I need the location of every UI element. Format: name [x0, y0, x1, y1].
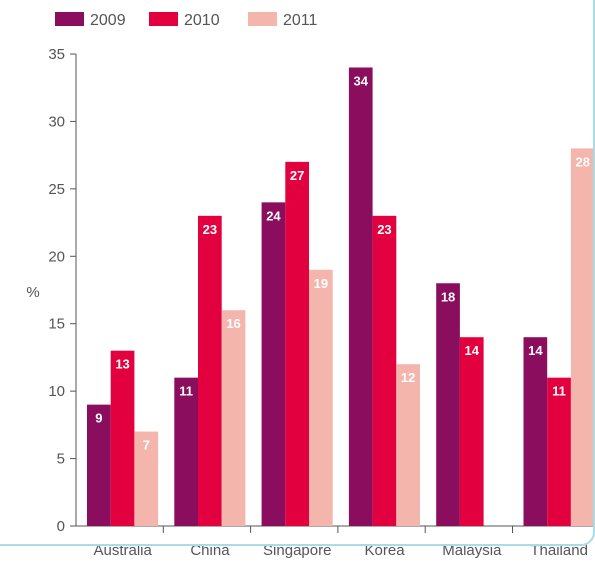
legend-swatch: [248, 12, 277, 26]
y-tick-label: 35: [48, 46, 65, 63]
bar-value-label: 9: [95, 411, 102, 426]
chart-frame: [0, 0, 595, 546]
bar: [221, 310, 246, 526]
legend: 2009 2010 2011: [55, 12, 318, 29]
bar-value-label: 12: [401, 370, 415, 385]
bar-value-label: 34: [354, 73, 369, 88]
legend-swatch: [149, 12, 178, 26]
bar: [348, 67, 373, 526]
bar-value-label: 7: [143, 438, 150, 453]
bar: [198, 215, 222, 527]
bar: [134, 431, 159, 526]
x-tick-label: Malaysia: [442, 542, 502, 559]
x-tick-label: Korea: [365, 542, 406, 559]
bar: [110, 350, 135, 526]
y-tick-label: 10: [48, 383, 65, 400]
bar-value-label: 18: [441, 289, 455, 304]
legend-label: 2011: [283, 12, 318, 29]
y-tick-label: 15: [48, 316, 65, 333]
bar-value-label: 11: [179, 384, 193, 399]
bar: [309, 269, 333, 526]
bar-value-label: 13: [115, 357, 129, 372]
bar: [547, 377, 571, 526]
x-tick-label: China: [190, 542, 230, 559]
y-axis: 0 5 10 15 20 25 30 35: [48, 46, 77, 535]
bar: [174, 377, 198, 526]
x-axis: Australia China Singapore Korea Malaysia Thai…: [76, 525, 594, 559]
y-tick-label: 30: [48, 113, 65, 130]
legend-label: 2009: [90, 12, 126, 29]
y-tick-label: 20: [48, 248, 65, 265]
bars: 9 11 24 34 18 14 13 23 27 23 14 11 7 16 19 12 28: [87, 67, 595, 527]
x-tick-label: Australia: [93, 542, 152, 559]
bar: [372, 215, 397, 527]
bar-value-label: 27: [290, 168, 304, 183]
y-tick-label: 25: [48, 181, 65, 198]
x-tick-label: Singapore: [263, 542, 331, 559]
bar: [459, 337, 484, 526]
bar-value-label: 11: [552, 384, 566, 399]
legend-label: 2010: [184, 12, 220, 29]
bar-value-label: 14: [465, 343, 480, 358]
bar-value-label: 23: [377, 222, 391, 237]
bar: [87, 404, 111, 526]
bar-value-label: 16: [226, 316, 240, 331]
bar: [436, 283, 460, 526]
y-tick-label: 0: [57, 518, 65, 535]
bar: [570, 148, 595, 526]
bar-value-label: 28: [576, 154, 590, 169]
y-axis-label: %: [26, 284, 39, 301]
bar: [261, 202, 286, 527]
bar: [396, 364, 420, 526]
bar: [523, 337, 548, 526]
bar-value-label: 24: [266, 208, 281, 223]
x-tick-label: Thailand: [530, 542, 588, 559]
legend-swatch: [55, 12, 84, 26]
bar-value-label: 23: [203, 222, 217, 237]
bar-value-label: 14: [528, 343, 543, 358]
y-tick-label: 5: [57, 451, 65, 468]
bar-value-label: 19: [314, 276, 328, 291]
bar: [285, 161, 309, 526]
